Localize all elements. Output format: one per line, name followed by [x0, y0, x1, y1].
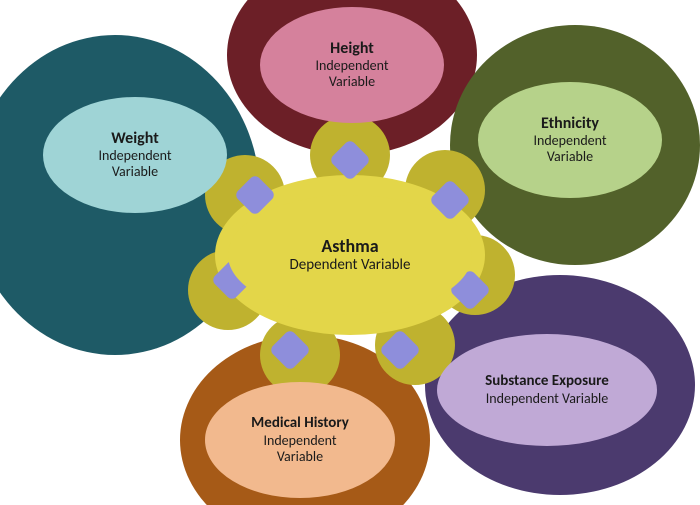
node-substance-subtitle: Independent Variable: [486, 391, 609, 407]
node-ethnicity-title: Ethnicity: [541, 115, 599, 133]
node-medical-title: Medical History: [251, 415, 349, 432]
center-node-title: Asthma: [321, 236, 378, 257]
node-ethnicity-subtitle: Independent Variable: [533, 133, 606, 165]
node-weight-subtitle: Independent Variable: [98, 148, 171, 180]
node-substance-ellipse: Substance ExposureIndependent Variable: [437, 334, 657, 446]
center-node-subtitle: Dependent Variable: [290, 257, 411, 274]
diagram-stage: HeightIndependent VariableEthnicityIndep…: [0, 0, 700, 505]
node-height-subtitle: Independent Variable: [315, 58, 388, 90]
node-height-title: Height: [330, 40, 374, 58]
center-node-ellipse: AsthmaDependent Variable: [228, 195, 472, 315]
node-medical-subtitle: Independent Variable: [263, 433, 336, 465]
node-ethnicity-ellipse: EthnicityIndependent Variable: [478, 82, 662, 198]
node-height-ellipse: HeightIndependent Variable: [260, 7, 444, 123]
node-weight-title: Weight: [111, 130, 158, 148]
node-medical-ellipse: Medical HistoryIndependent Variable: [205, 382, 395, 498]
node-weight-ellipse: WeightIndependent Variable: [43, 97, 227, 213]
node-substance-title: Substance Exposure: [485, 373, 609, 390]
